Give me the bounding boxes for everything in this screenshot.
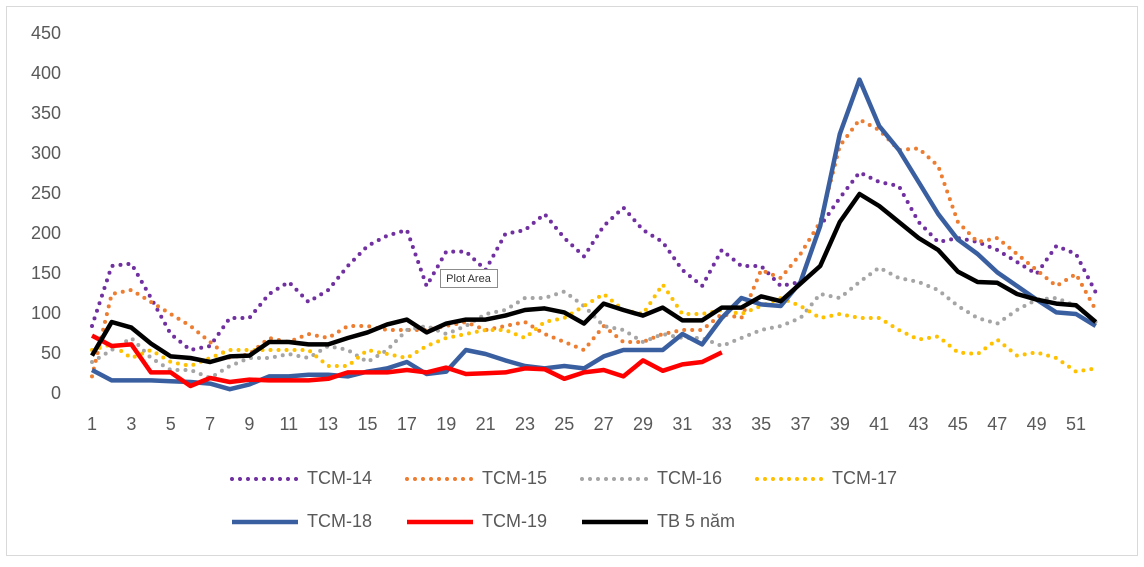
series-line — [90, 117, 1098, 379]
x-tick-label: 23 — [515, 414, 535, 434]
legend-label: TB 5 năm — [657, 511, 735, 531]
x-tick-label: 43 — [909, 414, 929, 434]
y-tick-label: 350 — [31, 103, 61, 123]
x-tick-label: 7 — [205, 414, 215, 434]
legend-label: TCM-14 — [307, 468, 372, 488]
series-line — [90, 191, 1098, 365]
x-tick-label: 37 — [790, 414, 810, 434]
x-tick-label: 3 — [126, 414, 136, 434]
legend-label: TCM-17 — [832, 468, 897, 488]
y-tick-label: 400 — [31, 63, 61, 83]
x-tick-label: 11 — [279, 414, 298, 434]
y-tick-label: 50 — [41, 343, 61, 363]
x-tick-label: 47 — [987, 414, 1007, 434]
chart-border — [6, 6, 1138, 556]
series-line — [90, 333, 723, 389]
annotation-text: Plot Area — [446, 273, 492, 285]
y-tick-label: 100 — [31, 303, 61, 323]
x-tick-label: 51 — [1066, 414, 1086, 434]
x-tick-label: 1 — [87, 414, 97, 434]
x-tick-label: 21 — [476, 414, 496, 434]
legend-label: TCM-19 — [482, 511, 547, 531]
x-tick-label: 45 — [948, 414, 968, 434]
x-tick-label: 19 — [436, 414, 456, 434]
x-tick-label: 31 — [672, 414, 692, 434]
series-line — [90, 169, 1098, 353]
y-tick-label: 150 — [31, 263, 61, 283]
x-tick-label: 35 — [751, 414, 771, 434]
x-tick-label: 17 — [397, 414, 417, 434]
x-tick-label: 25 — [554, 414, 574, 434]
annotation-box — [440, 269, 498, 288]
legend-label: TCM-15 — [482, 468, 547, 488]
x-tick-label: 33 — [712, 414, 732, 434]
annotation: Plot Area — [440, 269, 498, 288]
x-tick-label: 9 — [244, 414, 254, 434]
y-tick-label: 450 — [31, 23, 61, 43]
x-tick-label: 27 — [594, 414, 614, 434]
x-tick-label: 29 — [633, 414, 653, 434]
x-tick-label: 49 — [1027, 414, 1047, 434]
legend-label: TCM-16 — [657, 468, 722, 488]
x-tick-label: 5 — [166, 414, 176, 434]
series-line — [90, 280, 1098, 374]
x-tick-label: 15 — [358, 414, 378, 434]
y-tick-label: 200 — [31, 223, 61, 243]
x-tick-label: 13 — [318, 414, 338, 434]
y-tick-label: 250 — [31, 183, 61, 203]
legend-label: TCM-18 — [307, 511, 372, 531]
y-tick-label: 0 — [51, 383, 61, 403]
x-tick-label: 39 — [830, 414, 850, 434]
x-tick-label: 41 — [869, 414, 889, 434]
y-tick-label: 300 — [31, 143, 61, 163]
